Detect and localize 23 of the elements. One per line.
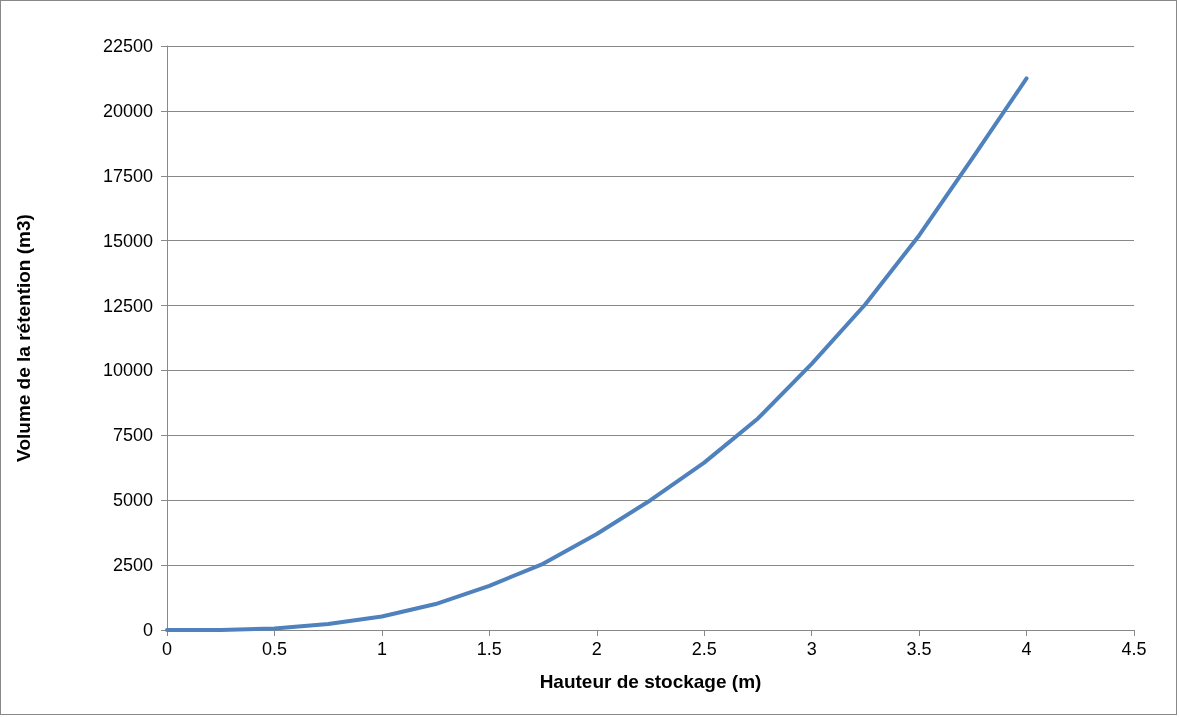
y-tick-label: 17500 [102, 165, 153, 186]
y-tick-label: 15000 [102, 230, 153, 251]
y-tick-label: 20000 [102, 100, 153, 121]
y-tick-label: 10000 [102, 360, 153, 381]
x-tick-label: 3 [806, 639, 817, 659]
x-tick-label: 4.5 [1121, 639, 1147, 659]
y-tick-label: 22500 [102, 36, 153, 56]
x-tick-label: 2 [591, 639, 602, 659]
x-tick-label: 1 [376, 639, 387, 659]
x-tick-label: 1.5 [476, 639, 502, 659]
x-axis-title: Hauteur de stockage (m) [539, 671, 762, 692]
y-tick-label: 7500 [112, 425, 153, 446]
x-tick-label: 0 [161, 639, 173, 659]
line-series [165, 76, 1029, 632]
y-axis-title: Volume de la rétention (m3) [13, 214, 34, 462]
y-tick-label: 2500 [112, 555, 153, 576]
x-tick-label: 4 [1021, 639, 1032, 659]
y-tick-label: 0 [142, 620, 153, 640]
x-tick-label: 2.5 [691, 639, 717, 659]
y-tick-label: 5000 [112, 490, 153, 511]
x-tick-label: 0.5 [261, 639, 287, 659]
x-tick-label: 3.5 [906, 639, 932, 659]
y-tick-label: 12500 [102, 295, 153, 316]
